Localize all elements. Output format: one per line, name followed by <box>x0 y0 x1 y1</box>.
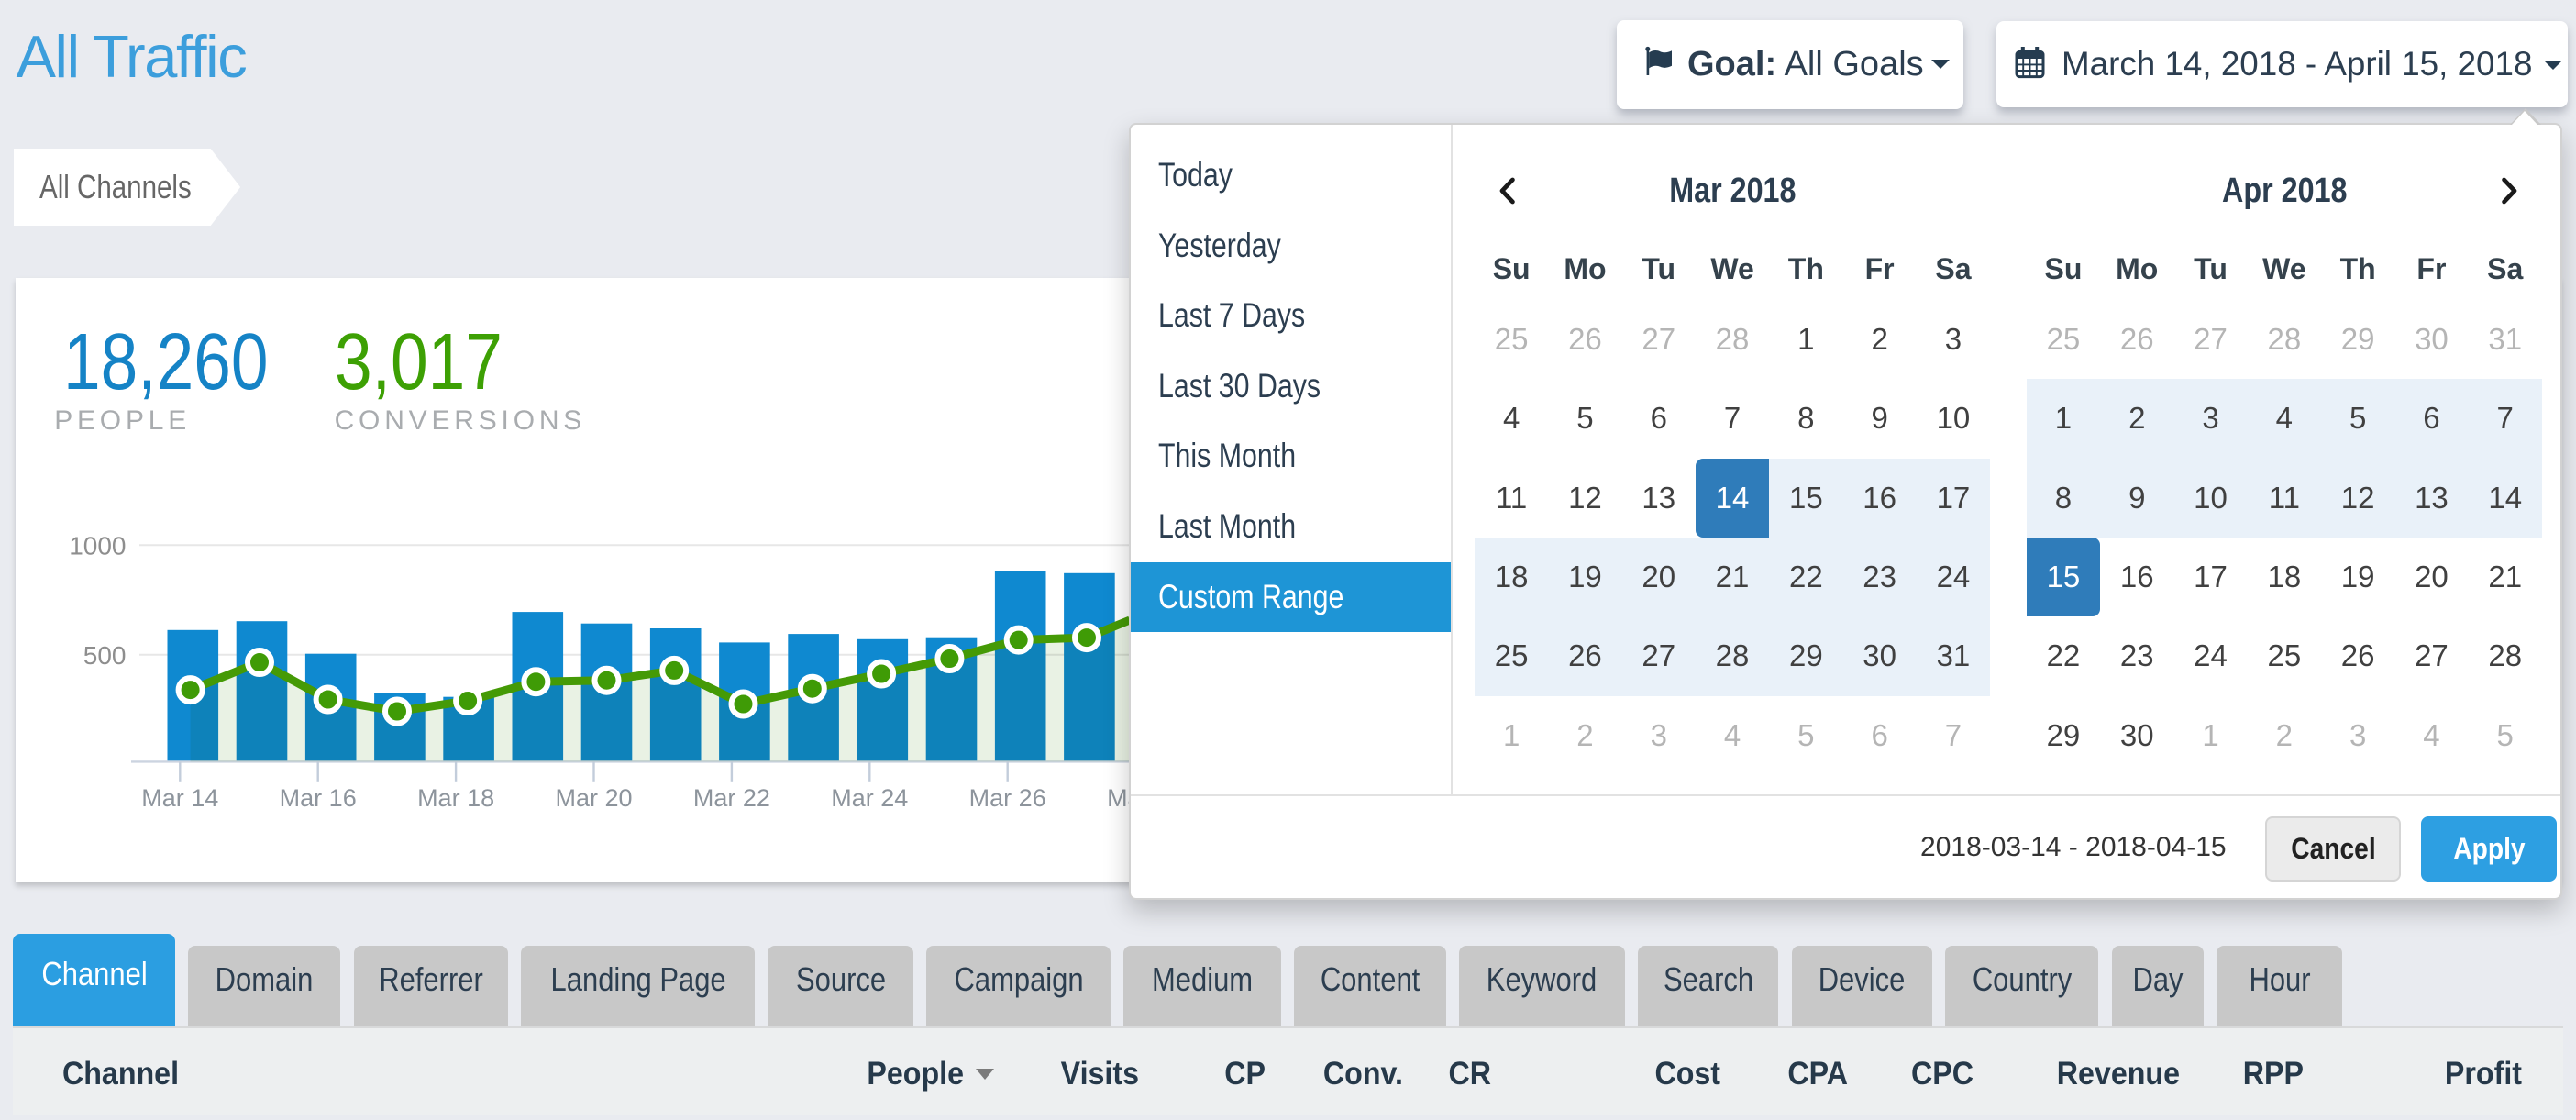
svg-text:Mar 20: Mar 20 <box>555 784 632 812</box>
svg-text:Mar 14: Mar 14 <box>141 784 218 812</box>
svg-text:Mar 22: Mar 22 <box>693 784 770 812</box>
svg-text:500: 500 <box>83 641 127 670</box>
svg-text:Mar 26: Mar 26 <box>969 784 1046 812</box>
svg-text:1000: 1000 <box>69 531 126 560</box>
svg-text:Mar 16: Mar 16 <box>280 784 357 812</box>
svg-text:Mar 18: Mar 18 <box>417 784 494 812</box>
svg-text:Mar 24: Mar 24 <box>831 784 908 812</box>
